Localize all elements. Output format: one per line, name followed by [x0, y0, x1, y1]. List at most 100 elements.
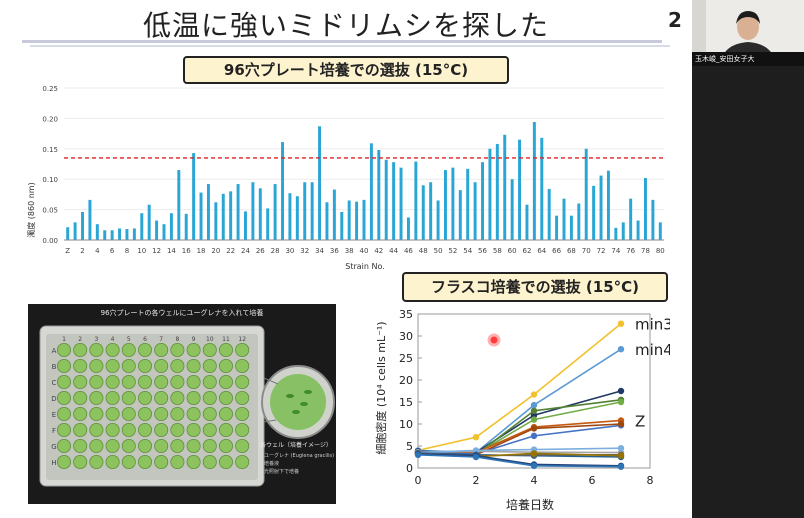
bar-chart-bar	[184, 213, 188, 240]
line-chart-point	[530, 401, 538, 409]
bar-chart-x-tick: 30	[285, 247, 294, 255]
plate-well	[105, 343, 120, 358]
photo-caption: 96穴プレートの各ウェルにユーグレナを入れて培養	[100, 309, 264, 317]
participant-name-label: 玉木峻_安田女子大	[692, 52, 804, 66]
bar-chart-bar	[384, 159, 388, 240]
bar-chart-bar	[147, 204, 151, 240]
plate-well	[56, 454, 71, 469]
bar-chart-bar	[658, 222, 662, 240]
bar-chart-bar	[73, 222, 77, 240]
plate-column-label: 3	[94, 336, 98, 343]
bar-chart-x-tick: 62	[523, 247, 532, 255]
bar-chart-x-tick: 76	[626, 247, 635, 255]
plate-well	[186, 375, 201, 390]
plate-well	[138, 423, 153, 438]
plate-well	[218, 423, 233, 438]
plate-column-label: 5	[127, 336, 131, 343]
line-chart-x-tick: 4	[531, 474, 538, 487]
plate-well	[170, 343, 185, 358]
bar-chart-bar	[169, 213, 173, 240]
bar-chart-bar	[340, 212, 344, 240]
bar-chart-y-tick: 0.25	[42, 85, 58, 93]
plate-row-label: D	[51, 395, 56, 403]
plate-well	[202, 391, 217, 406]
plate-well	[121, 391, 136, 406]
line-chart-point	[414, 451, 422, 458]
line-chart-point	[617, 320, 625, 327]
plate-well	[73, 375, 88, 390]
plate-well	[154, 375, 169, 390]
line-chart-x-label: 培養日数	[506, 497, 554, 512]
plate-well	[105, 454, 120, 469]
bar-chart-bar	[532, 122, 536, 240]
plate-well	[235, 407, 250, 422]
plate-well	[186, 438, 201, 453]
line-chart-point	[617, 445, 625, 452]
bar-chart-bar	[406, 217, 410, 240]
plate-well	[202, 343, 217, 358]
participant-video[interactable]: 玉木峻_安田女子大	[692, 0, 804, 66]
plate-well	[121, 454, 136, 469]
plate-well	[186, 343, 201, 358]
plate-well	[105, 407, 120, 422]
bar-chart-bar	[429, 182, 433, 240]
plate-well	[154, 438, 169, 453]
bar-chart-bar	[295, 196, 299, 240]
bar-chart-y-tick: 0.10	[42, 176, 58, 184]
bar-chart-bar	[488, 148, 492, 240]
bar-chart-bar	[473, 182, 477, 240]
bar-chart-x-tick: 2	[80, 247, 84, 255]
line-chart-series	[417, 447, 622, 454]
bar-chart-bar	[547, 188, 551, 240]
plate-well	[73, 359, 88, 374]
plate-well	[202, 438, 217, 453]
line-chart-series	[417, 453, 622, 467]
line-chart-y-tick: 0	[406, 462, 413, 475]
plate-well	[202, 407, 217, 422]
bar-chart-bar	[214, 202, 218, 240]
plate-well	[138, 343, 153, 358]
line-chart-point	[530, 432, 538, 440]
line-chart-point	[530, 391, 538, 398]
plate-well	[121, 423, 136, 438]
plate-column-label: 9	[192, 336, 196, 343]
plate-column-label: 6	[143, 336, 147, 343]
bar-chart-bar	[651, 199, 655, 240]
plate-well	[89, 423, 104, 438]
plate-well	[56, 375, 71, 390]
bar-chart-bar	[362, 199, 366, 240]
plate-well	[154, 343, 169, 358]
bar-chart-bar	[81, 212, 84, 240]
bar-chart-bar	[251, 182, 255, 240]
plate-well	[218, 391, 233, 406]
bar-chart-bar	[88, 199, 92, 240]
bar-chart-bar	[273, 184, 277, 240]
plate-well	[73, 407, 88, 422]
plate-well	[56, 359, 71, 374]
bar-chart-bar	[399, 167, 403, 240]
bar-chart-bar	[192, 153, 196, 240]
bar-chart-bar	[103, 230, 107, 240]
line-chart-y-tick: 10	[399, 418, 413, 431]
bar-chart-x-tick: 18	[197, 247, 206, 255]
bar-chart-x-tick: 24	[241, 247, 250, 255]
bar-chart-bar	[606, 170, 610, 240]
plate-well	[170, 359, 185, 374]
bar-chart-bar	[258, 188, 262, 240]
bar-chart-bar	[510, 179, 514, 240]
plate-well	[121, 438, 136, 453]
slide-title: 低温に強いミドリムシを探した	[142, 9, 549, 42]
plate-well	[186, 359, 201, 374]
plate-well	[121, 343, 136, 358]
bar-chart-x-tick: 28	[271, 247, 280, 255]
plate-well	[186, 423, 201, 438]
line-chart-y-tick: 20	[399, 374, 413, 387]
flask-selection-heading: フラスコ培養での選抜 (15°C)	[402, 272, 668, 302]
bar-chart-bar	[466, 168, 470, 240]
bar-chart-bar	[451, 167, 455, 240]
plate-well	[73, 391, 88, 406]
plate-well	[89, 438, 104, 453]
line-chart-y-tick: 30	[399, 330, 413, 343]
